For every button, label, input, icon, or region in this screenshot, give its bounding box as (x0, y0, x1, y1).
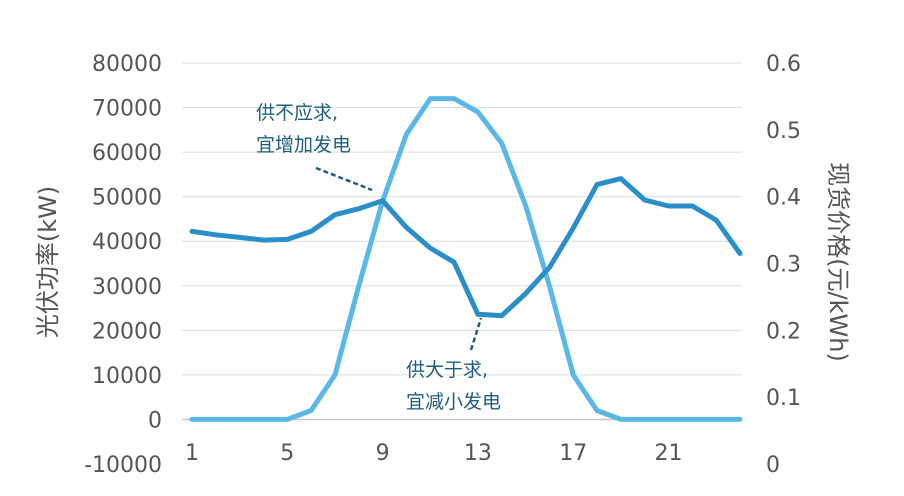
y-right-tick-label: 0.6 (766, 52, 801, 77)
annotation-oversupply: 供大于求, 宜减小发电 (406, 317, 501, 413)
y-right-tick-label: 0.3 (766, 253, 801, 278)
annotation-undersupply: 供不应求, 宜增加发电 (256, 102, 373, 192)
x-tick-label: 17 (559, 441, 587, 466)
x-tick-label: 5 (280, 441, 294, 466)
y-left-tick-label: 80000 (92, 52, 162, 77)
y-axis-right-ticks: 0 0.1 0.2 0.3 0.4 0.5 0.6 (766, 52, 801, 478)
annotation-oversupply-leader (469, 317, 483, 351)
y-left-tick-label: 0 (148, 408, 162, 433)
y-right-tick-label: 0 (766, 453, 780, 478)
annotation-undersupply-line1: 供不应求, (256, 102, 338, 124)
y-left-tick-label: -10000 (84, 453, 162, 478)
y-axis-right-title: 现货价格(元/kWh) (824, 162, 852, 362)
y-left-tick-label: 70000 (92, 97, 162, 122)
x-tick-label: 13 (464, 441, 492, 466)
y-left-tick-label: 20000 (92, 319, 162, 344)
pv-power-series-line (189, 96, 743, 422)
y-axis-left-title: 光伏功率(kW) (34, 186, 62, 338)
x-tick-label: 9 (376, 441, 390, 466)
x-axis-ticks: 1 5 9 13 17 21 (185, 441, 683, 466)
y-left-tick-label: 50000 (92, 186, 162, 211)
annotation-undersupply-line2: 宜增加发电 (256, 134, 351, 156)
y-left-tick-label: 40000 (92, 230, 162, 255)
y-axis-left-ticks: -10000 0 10000 20000 30000 40000 50000 60000 700… (84, 52, 162, 478)
y-right-tick-label: 0.5 (766, 119, 801, 144)
annotation-undersupply-leader (315, 166, 373, 192)
y-left-tick-label: 30000 (92, 275, 162, 300)
x-tick-label: 21 (655, 441, 683, 466)
y-right-tick-label: 0.4 (766, 186, 801, 211)
y-left-tick-label: 60000 (92, 141, 162, 166)
y-left-tick-label: 10000 (92, 364, 162, 389)
y-right-tick-label: 0.1 (766, 386, 801, 411)
y-right-tick-label: 0.2 (766, 319, 801, 344)
annotation-oversupply-line1: 供大于求, (406, 359, 488, 381)
series-lines (189, 96, 743, 422)
x-tick-label: 1 (185, 441, 199, 466)
price-series-line (189, 176, 743, 319)
annotation-oversupply-line2: 宜减小发电 (406, 391, 501, 413)
